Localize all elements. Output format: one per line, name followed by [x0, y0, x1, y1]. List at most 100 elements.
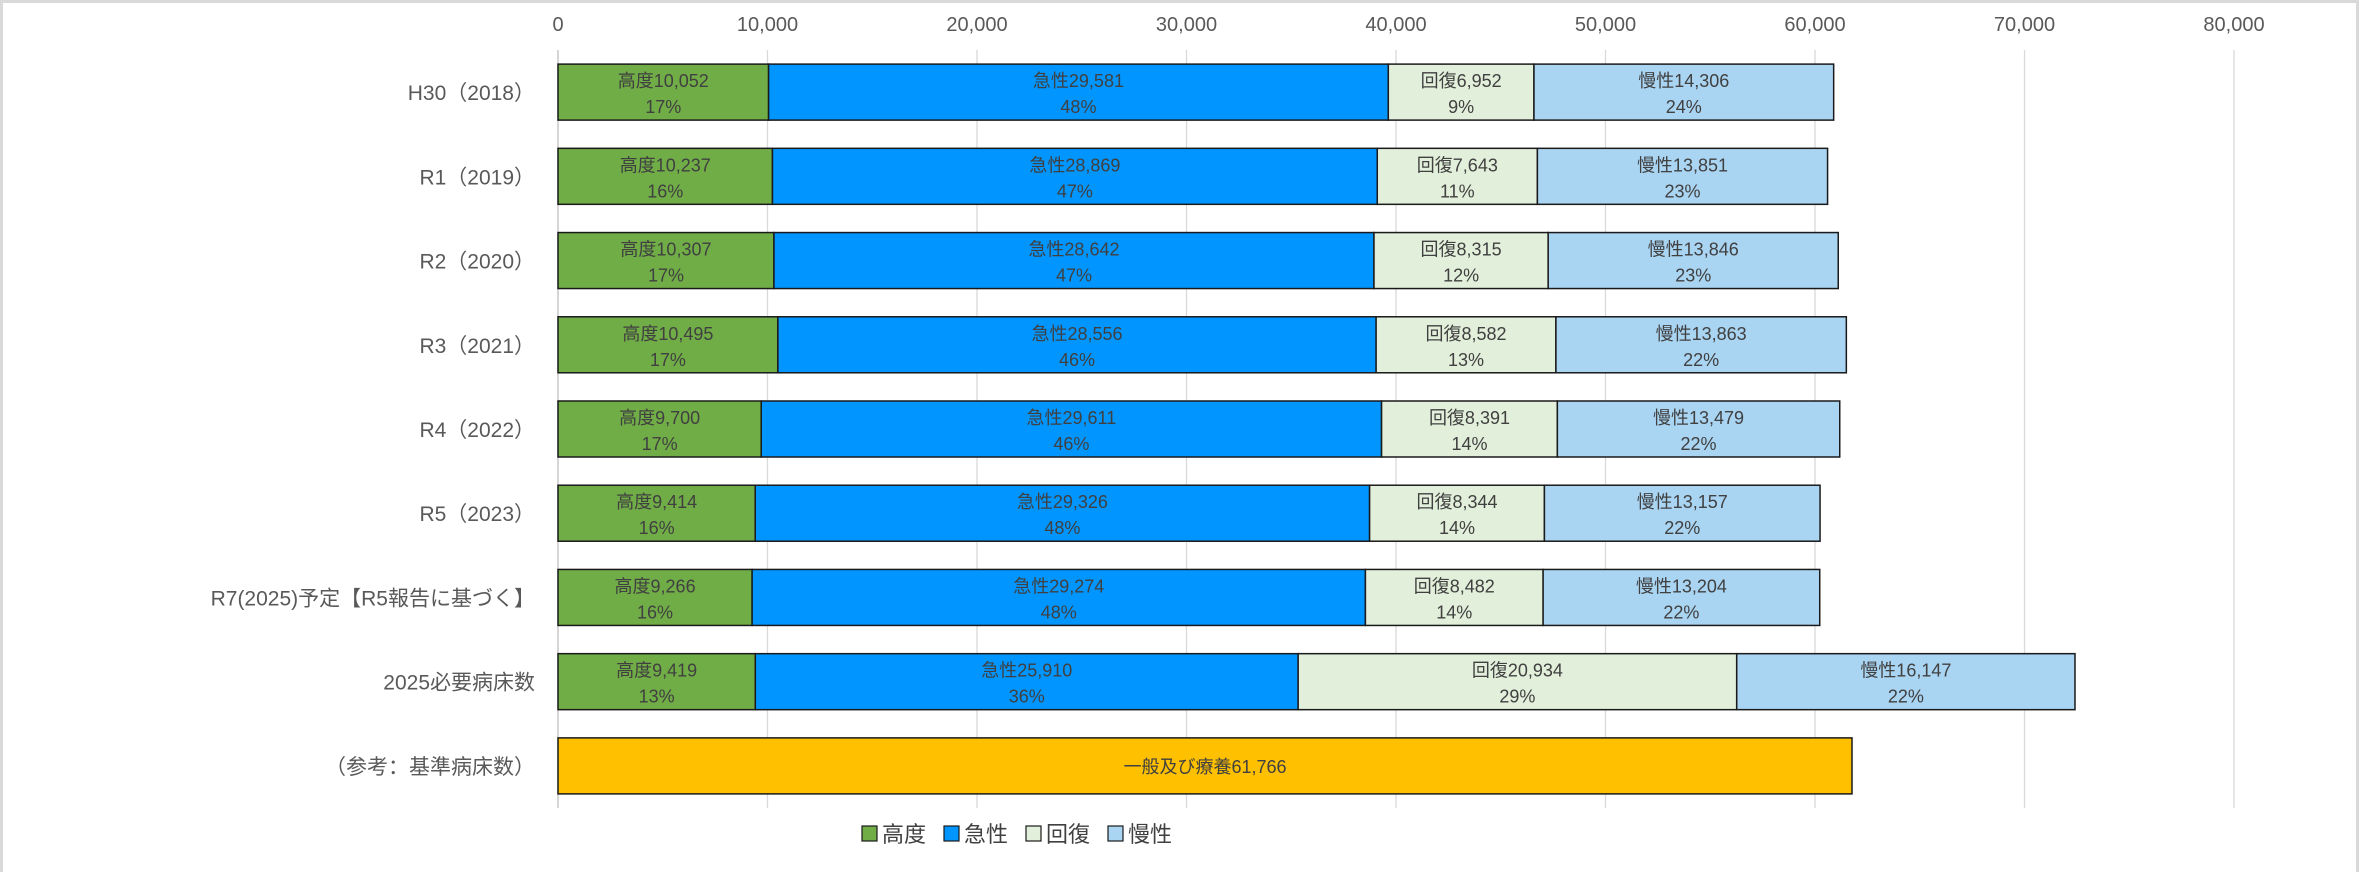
data-label: 回復20,934: [1472, 661, 1563, 681]
data-label-percent: 16%: [639, 518, 675, 538]
data-label: 回復6,952: [1421, 71, 1502, 91]
x-tick-label: 60,000: [1784, 14, 1845, 36]
x-tick-label: 40,000: [1365, 14, 1426, 36]
data-label: 高度9,419: [616, 661, 697, 681]
x-tick-label: 50,000: [1575, 14, 1636, 36]
data-label-percent: 46%: [1053, 434, 1089, 454]
data-label: 慢性13,851: [1637, 155, 1728, 175]
bar-segment: [1380, 400, 1559, 458]
x-tick-label: 70,000: [1994, 14, 2055, 36]
data-label-percent: 14%: [1439, 518, 1475, 538]
bar-segment: [1536, 147, 1829, 206]
data-label: 高度9,414: [616, 492, 697, 512]
legend-swatch: [943, 825, 960, 842]
data-label: 一般及び療養61,766: [1123, 757, 1286, 777]
legend-label: 回復: [1046, 822, 1090, 847]
bar-segment: [754, 652, 1299, 711]
category-label: H30（2018）: [408, 82, 535, 105]
legend-label: 急性: [964, 822, 1008, 847]
bar-segment: [1373, 231, 1549, 290]
category-label: R2（2020）: [419, 251, 535, 274]
data-label: 慢性13,204: [1636, 576, 1727, 596]
x-tick-label: 20,000: [946, 14, 1007, 36]
x-tick-label: 0: [552, 14, 563, 36]
bar-segment: [771, 147, 1379, 206]
data-label-percent: 24%: [1666, 97, 1702, 117]
data-label-percent: 22%: [1683, 350, 1719, 370]
data-label-percent: 47%: [1056, 266, 1092, 286]
data-label-percent: 16%: [637, 602, 673, 622]
bar-segment: [1533, 63, 1835, 121]
bar-segment: [557, 737, 1853, 795]
bar-segment: [1556, 400, 1841, 458]
bar-segment: [557, 652, 757, 711]
bar-segment: [1735, 652, 2076, 711]
data-label-percent: 17%: [642, 434, 678, 454]
data-label: 高度10,495: [622, 324, 713, 344]
data-label: 回復8,482: [1414, 576, 1495, 596]
bar-segment: [1375, 316, 1557, 374]
data-label: 慢性13,479: [1653, 408, 1744, 428]
category-label: （参考：基準病床数）: [325, 756, 535, 779]
category-label: R3（2021）: [419, 335, 535, 358]
data-label: 高度10,237: [620, 155, 711, 175]
data-label: 急性29,581: [1033, 71, 1124, 91]
legend-swatch: [861, 825, 878, 842]
data-label-percent: 14%: [1436, 602, 1472, 622]
data-label: 慢性13,863: [1656, 324, 1747, 344]
data-label-percent: 48%: [1044, 518, 1080, 538]
category-label: R7(2025)予定【R5報告に基づく】: [211, 587, 535, 610]
bar-segment: [557, 400, 762, 458]
bar-segment: [1542, 568, 1821, 627]
data-label: 高度9,700: [619, 408, 700, 428]
data-label-percent: 17%: [648, 266, 684, 286]
data-label: 慢性14,306: [1638, 71, 1729, 91]
bar-segment: [1364, 568, 1544, 627]
bar-segment: [1543, 484, 1821, 542]
data-label-percent: 48%: [1041, 602, 1077, 622]
data-label: 高度10,307: [620, 240, 711, 260]
data-label-percent: 48%: [1060, 97, 1096, 117]
bar-segment: [1368, 484, 1546, 542]
data-label-percent: 9%: [1448, 97, 1474, 117]
data-label: 高度10,052: [618, 71, 709, 91]
bar-segment: [760, 400, 1383, 458]
legend-swatch: [1107, 825, 1124, 842]
legend-label: 高度: [882, 822, 926, 847]
data-label-percent: 36%: [1009, 687, 1045, 707]
data-label-percent: 29%: [1499, 687, 1535, 707]
data-label-percent: 12%: [1443, 266, 1479, 286]
data-label-percent: 17%: [650, 350, 686, 370]
legend-swatch: [1025, 825, 1042, 842]
data-label: 慢性13,846: [1648, 240, 1739, 260]
bar-segment: [1547, 231, 1840, 290]
data-label: 急性29,326: [1017, 492, 1108, 512]
data-label: 回復8,344: [1416, 492, 1497, 512]
legend-label: 慢性: [1128, 822, 1172, 847]
bar-segment: [1387, 63, 1535, 121]
bar-segment: [773, 231, 1375, 290]
data-label-percent: 23%: [1675, 266, 1711, 286]
category-label: R4（2022）: [419, 419, 535, 442]
data-label-percent: 13%: [1448, 350, 1484, 370]
data-label-percent: 47%: [1057, 181, 1093, 201]
data-label: 急性28,642: [1028, 240, 1119, 260]
data-label: 高度9,266: [615, 576, 696, 596]
data-label: 急性28,556: [1031, 324, 1122, 344]
data-label: 回復8,582: [1425, 324, 1506, 344]
x-tick-label: 10,000: [737, 14, 798, 36]
x-tick-label: 80,000: [2203, 14, 2264, 36]
category-label: R5（2023）: [419, 503, 535, 526]
data-label: 慢性13,157: [1637, 492, 1728, 512]
data-label-percent: 11%: [1440, 181, 1475, 201]
bar-segment: [557, 568, 753, 627]
category-label: R1（2019）: [419, 166, 535, 189]
data-label-percent: 14%: [1451, 434, 1487, 454]
data-label: 急性29,274: [1013, 576, 1104, 596]
x-tick-label: 30,000: [1156, 14, 1217, 36]
bar-segment: [1555, 316, 1848, 374]
data-label: 回復7,643: [1417, 155, 1498, 175]
data-label-percent: 17%: [645, 97, 681, 117]
